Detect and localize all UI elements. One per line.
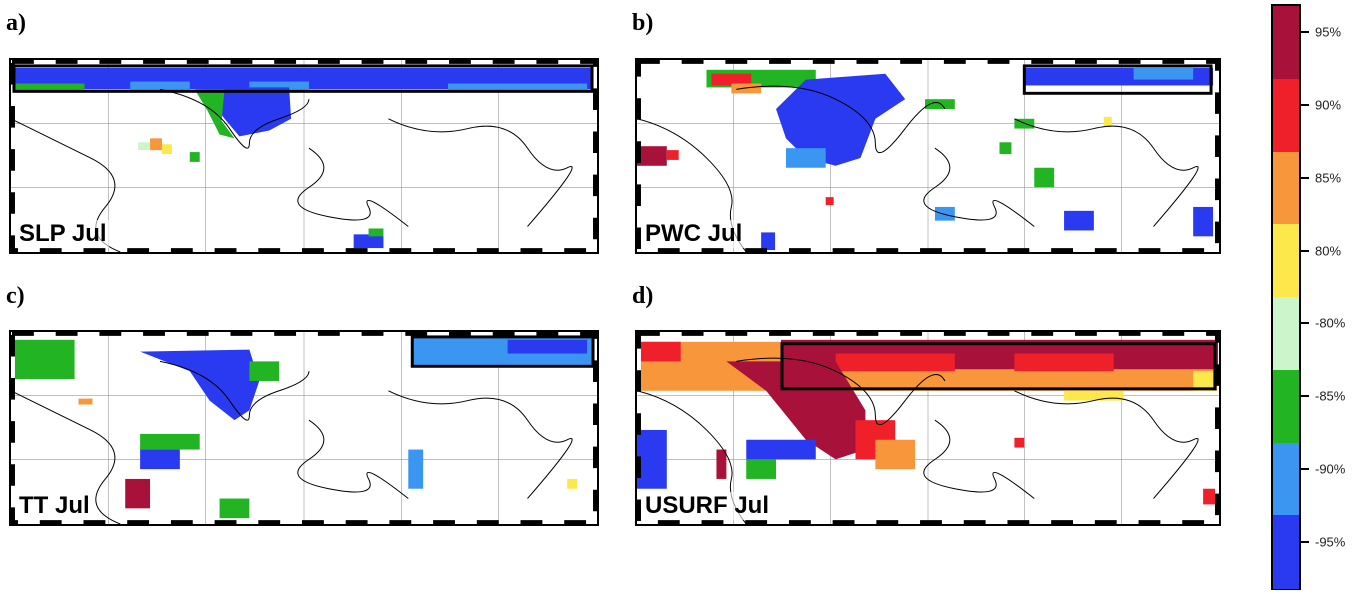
colorbar-segment bbox=[1273, 151, 1299, 225]
map-c-canvas bbox=[11, 332, 597, 524]
colorbar-segment bbox=[1273, 78, 1299, 152]
colorbar-label: 95% bbox=[1315, 24, 1342, 40]
colorbar-tick bbox=[1301, 322, 1309, 325]
map-panel-a: SLP Jul bbox=[9, 58, 599, 254]
colorbar-segment bbox=[1273, 297, 1299, 371]
colorbar-segment bbox=[1273, 6, 1299, 80]
colorbar-label: -85% bbox=[1315, 388, 1346, 404]
colorbar-label: -95% bbox=[1315, 534, 1346, 550]
map-a-label: SLP Jul bbox=[17, 220, 109, 248]
colorbar-label: -90% bbox=[1315, 461, 1346, 477]
colorbar-label: 85% bbox=[1315, 170, 1342, 186]
colorbar-tick bbox=[1301, 540, 1309, 543]
colorbar bbox=[1271, 4, 1301, 590]
colorbar-label: 80% bbox=[1315, 243, 1342, 259]
map-d-canvas bbox=[637, 332, 1219, 524]
map-b-canvas bbox=[637, 60, 1219, 252]
colorbar-segment bbox=[1273, 515, 1299, 589]
colorbar-tick bbox=[1301, 31, 1309, 34]
colorbar-tick bbox=[1301, 467, 1309, 470]
map-a-canvas bbox=[11, 60, 597, 252]
panel-c-letter: c) bbox=[6, 283, 25, 309]
panel-d-letter: d) bbox=[632, 283, 654, 309]
colorbar-tick bbox=[1301, 176, 1309, 179]
colorbar-tick bbox=[1301, 395, 1309, 398]
colorbar-label: 90% bbox=[1315, 97, 1342, 113]
map-c-label: TT Jul bbox=[17, 492, 92, 520]
map-panel-b: PWC Jul bbox=[635, 58, 1221, 254]
colorbar-tick bbox=[1301, 249, 1309, 252]
panel-b-letter: b) bbox=[632, 10, 654, 36]
map-panel-c: TT Jul bbox=[9, 330, 599, 526]
panel-a-letter: a) bbox=[6, 10, 26, 36]
map-d-label: USURF Jul bbox=[643, 492, 772, 520]
colorbar-segment bbox=[1273, 369, 1299, 443]
colorbar-label: -80% bbox=[1315, 315, 1346, 331]
map-b-label: PWC Jul bbox=[643, 220, 745, 248]
colorbar-segment bbox=[1273, 224, 1299, 298]
colorbar-tick bbox=[1301, 104, 1309, 107]
colorbar-segment bbox=[1273, 442, 1299, 516]
map-panel-d: USURF Jul bbox=[635, 330, 1221, 526]
